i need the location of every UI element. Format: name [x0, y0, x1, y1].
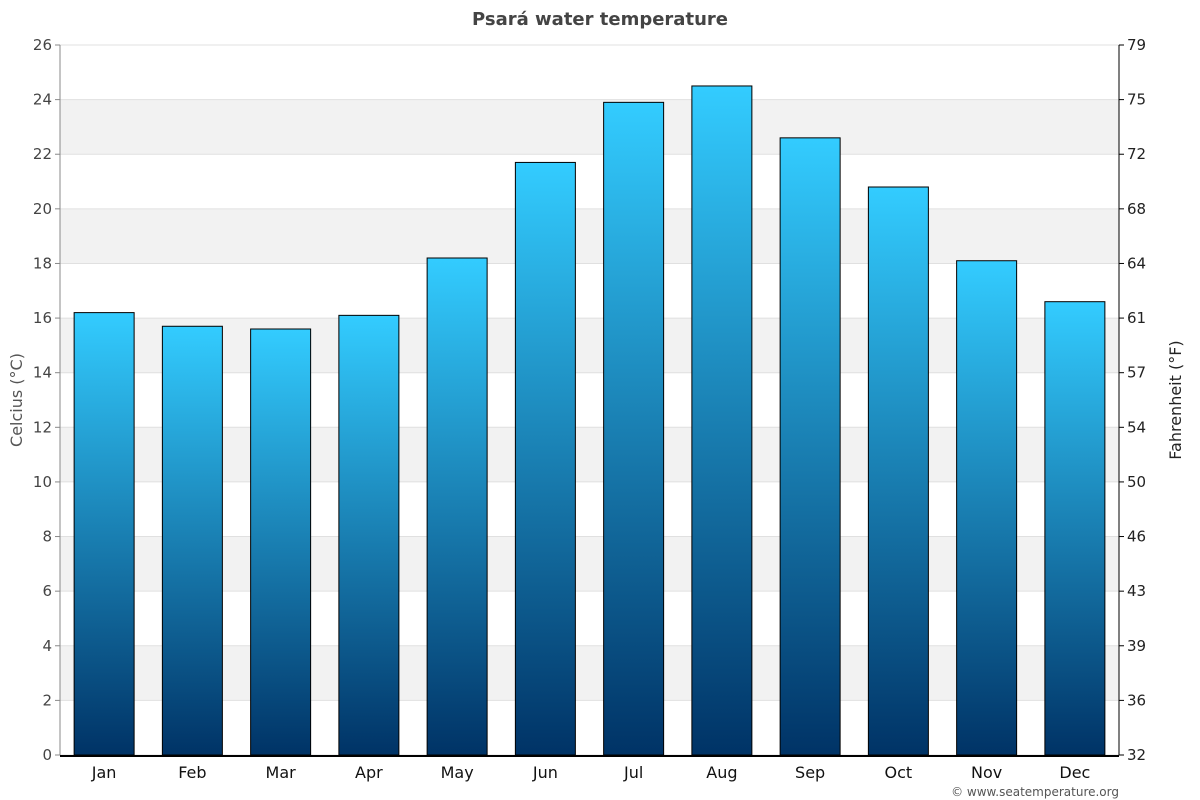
y-tick-label-right: 36 [1127, 691, 1146, 709]
y-tick-label-right: 64 [1127, 254, 1146, 272]
y-tick-label-left: 6 [42, 582, 52, 600]
y-tick-label-left: 18 [33, 254, 52, 272]
x-tick-label: Aug [706, 763, 737, 782]
y-tick-label-right: 75 [1127, 91, 1146, 109]
bar-jul [603, 101, 665, 756]
y-tick-label-left: 26 [33, 36, 52, 54]
y-axis-label-right: Fahrenheit (°F) [1166, 340, 1185, 459]
bar-apr [338, 314, 400, 756]
bar-aug [691, 85, 753, 756]
grid-band [60, 536, 1119, 592]
x-tick-label: Sep [795, 763, 825, 782]
bar-jan [73, 312, 135, 756]
y-tick-label-right: 43 [1127, 582, 1146, 600]
grid-band [60, 645, 1119, 701]
y-tick-label-left: 16 [33, 309, 52, 327]
y-tick-label-left: 12 [33, 418, 52, 436]
bar-feb [161, 325, 223, 756]
y-tick-label-left: 4 [42, 637, 52, 655]
x-tick-label: Apr [355, 763, 383, 782]
y-tick-label-right: 39 [1127, 637, 1146, 655]
grid-band [60, 99, 1119, 155]
y-tick-label-left: 10 [33, 473, 52, 491]
x-tick-label: Feb [178, 763, 206, 782]
y-tick-label-left: 24 [33, 91, 52, 109]
x-tick-label: Oct [885, 763, 913, 782]
x-tick-label: Nov [971, 763, 1002, 782]
y-tick-label-right: 50 [1127, 473, 1146, 491]
y-tick-label-right: 68 [1127, 200, 1146, 218]
y-axis-label-left: Celcius (°C) [7, 353, 26, 447]
grid-band [60, 318, 1119, 373]
y-tick-label-left: 2 [42, 691, 52, 709]
x-tick-label: Mar [266, 763, 297, 782]
y-tick-label-left: 22 [33, 145, 52, 163]
y-tick-label-right: 54 [1127, 418, 1146, 436]
y-tick-label-left: 14 [33, 364, 52, 382]
grid-band [60, 427, 1119, 482]
bar-dec [1044, 301, 1106, 756]
bar-nov [956, 260, 1018, 756]
chart-title: Psará water temperature [472, 9, 728, 30]
bar-oct [867, 186, 929, 756]
bar-sep [779, 137, 841, 756]
y-tick-label-left: 0 [42, 746, 52, 764]
y-tick-label-left: 20 [33, 200, 52, 218]
bar-may [426, 257, 488, 756]
bar-jun [514, 161, 576, 756]
x-tick-label: Jul [623, 763, 643, 782]
y-tick-label-right: 32 [1127, 746, 1146, 764]
x-tick-label: Dec [1059, 763, 1090, 782]
credit: © www.seatemperature.org [951, 785, 1119, 799]
y-tick-label-right: 61 [1127, 309, 1146, 327]
bar-mar [250, 328, 312, 756]
y-tick-label-right: 46 [1127, 528, 1146, 546]
x-tick-label: Jan [91, 763, 117, 782]
x-tick-label: May [441, 763, 474, 782]
y-tick-label-right: 72 [1127, 145, 1146, 163]
grid-band [60, 208, 1119, 264]
y-tick-label-left: 8 [42, 528, 52, 546]
y-tick-label-right: 57 [1127, 364, 1146, 382]
y-tick-label-right: 79 [1127, 36, 1146, 54]
x-tick-label: Jun [532, 763, 558, 782]
